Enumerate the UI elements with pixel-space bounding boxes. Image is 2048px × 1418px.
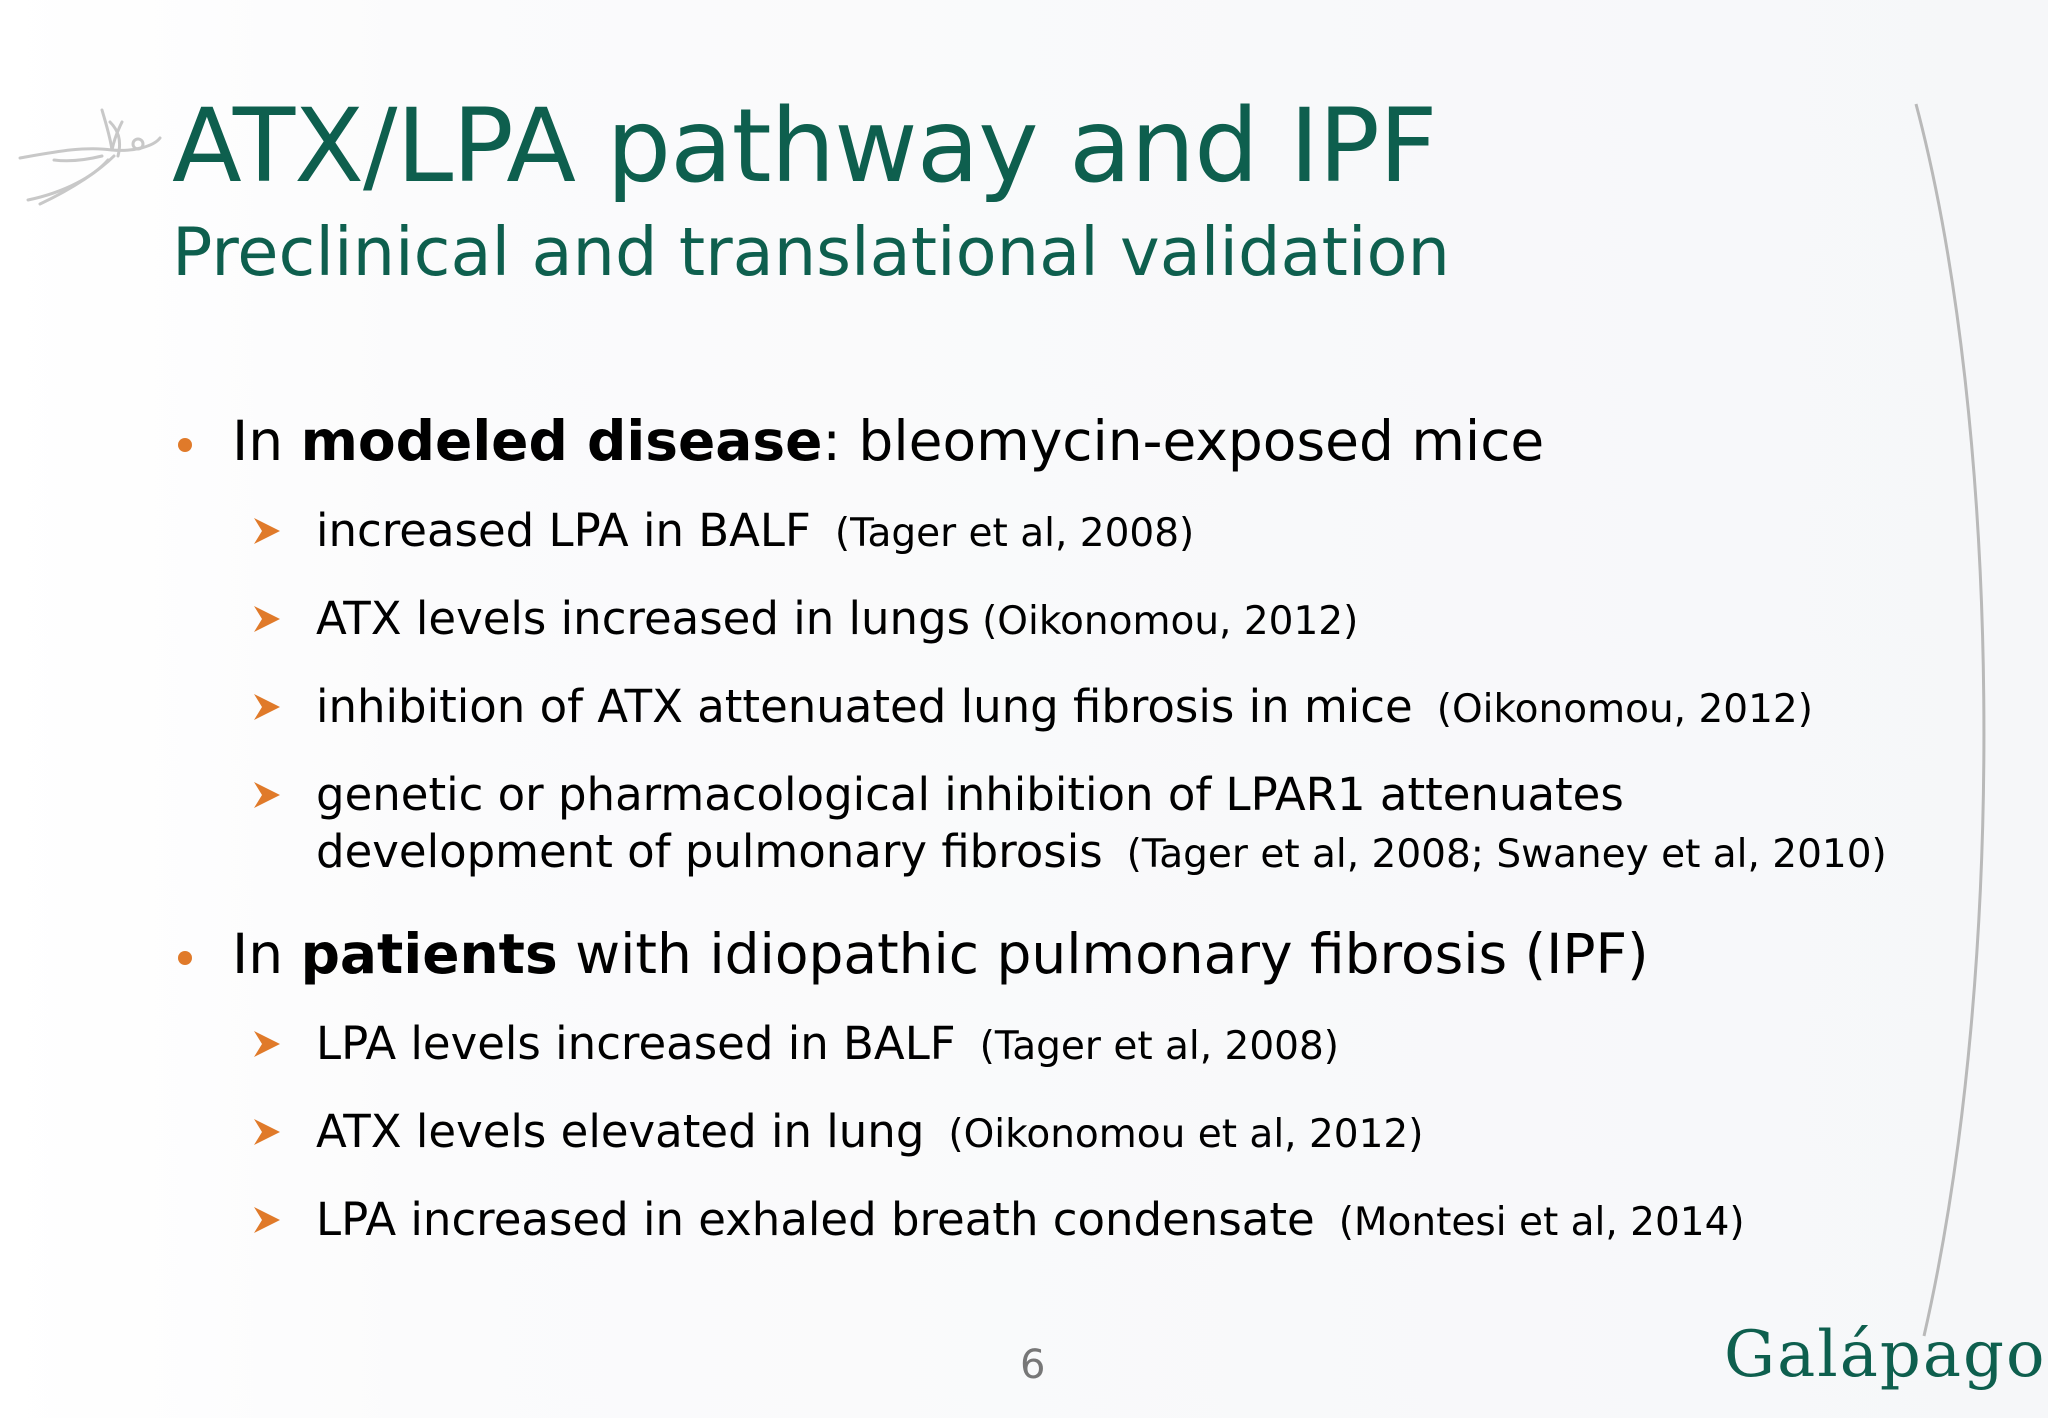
bullet-suffix: with idiopathic pulmonary fibrosis (IPF) bbox=[557, 922, 1649, 986]
orange-arrowhead-icon bbox=[254, 1207, 280, 1233]
bullet-bold-text: patients bbox=[300, 922, 558, 986]
orange-arrowhead-icon bbox=[254, 518, 280, 544]
bullet-prefix: In bbox=[232, 922, 301, 986]
sub-bullet-group: increased LPA in BALF (Tager et al, 2008)… bbox=[172, 502, 1892, 883]
bullet-suffix: : bleomycin-exposed mice bbox=[822, 409, 1545, 473]
citation: (Oikonomou, 2012) bbox=[1436, 687, 1813, 732]
sub-bullet-text: LPA increased in exhaled breath condensa… bbox=[316, 1193, 1315, 1246]
sub-bullet-item: increased LPA in BALF (Tager et al, 2008) bbox=[172, 502, 1892, 562]
citation: (Tager et al, 2008) bbox=[834, 511, 1195, 556]
sub-bullet-text: genetic or pharmacological inhibition of… bbox=[316, 768, 1624, 878]
sub-bullet-group: LPA levels increased in BALF (Tager et al… bbox=[172, 1015, 1892, 1251]
sub-bullet-text: inhibition of ATX attenuated lung fibros… bbox=[316, 680, 1413, 733]
sub-bullet-item: ATX levels increased in lungs (Oikonomou,… bbox=[172, 590, 1892, 650]
bullet-prefix: In bbox=[232, 409, 301, 473]
slide-title: ATX/LPA pathway and IPF bbox=[172, 87, 1438, 206]
citation: (Oikonomou et al, 2012) bbox=[948, 1112, 1424, 1157]
bullet-list: In modeled disease: bleomycin-exposed mi… bbox=[172, 408, 1892, 1251]
sub-bullet-item: inhibition of ATX attenuated lung fibros… bbox=[172, 678, 1892, 738]
page-number: 6 bbox=[1020, 1342, 1046, 1388]
orange-arrowhead-icon bbox=[254, 1119, 280, 1145]
sub-bullet-item: genetic or pharmacological inhibition of… bbox=[172, 766, 1892, 883]
citation: (Tager et al, 2008) bbox=[979, 1024, 1339, 1069]
orange-arrowhead-icon bbox=[254, 782, 280, 808]
sub-bullet-text: ATX levels elevated in lung bbox=[316, 1105, 925, 1158]
sub-bullet-text: increased LPA in BALF bbox=[316, 504, 811, 557]
sub-bullet-item: LPA increased in exhaled breath condensa… bbox=[172, 1191, 1892, 1251]
bullet-bold-text: modeled disease bbox=[300, 409, 823, 473]
orange-arrowhead-icon bbox=[254, 606, 280, 632]
bullet-patients: In patients with idiopathic pulmonary fi… bbox=[172, 921, 1892, 987]
citation: (Oikonomou, 2012) bbox=[982, 599, 1359, 644]
orange-dot-icon bbox=[178, 951, 192, 965]
bullet-modeled-disease: In modeled disease: bleomycin-exposed mi… bbox=[172, 408, 1892, 474]
sub-bullet-list: LPA levels increased in BALF (Tager et al… bbox=[172, 1015, 1892, 1251]
orange-arrowhead-icon bbox=[254, 694, 280, 720]
decorative-arc bbox=[1914, 103, 1986, 1337]
sub-bullet-text: ATX levels increased in lungs bbox=[316, 592, 971, 645]
orange-dot-icon bbox=[178, 438, 192, 452]
slide-subtitle: Preclinical and translational validation bbox=[172, 213, 1450, 291]
galapagos-logo: Galápagos bbox=[1724, 1318, 2048, 1392]
sub-bullet-item: LPA levels increased in BALF (Tager et al… bbox=[172, 1015, 1892, 1075]
citation: (Montesi et al, 2014) bbox=[1338, 1200, 1745, 1245]
citation: (Tager et al, 2008; Swaney et al, 2010) bbox=[1126, 832, 1887, 877]
sub-bullet-list: increased LPA in BALF (Tager et al, 2008)… bbox=[172, 502, 1892, 883]
sub-bullet-item: ATX levels elevated in lung (Oikonomou et… bbox=[172, 1103, 1892, 1163]
orange-arrowhead-icon bbox=[254, 1031, 280, 1057]
sub-bullet-text: LPA levels increased in BALF bbox=[316, 1017, 956, 1070]
bird-icon bbox=[18, 108, 162, 206]
